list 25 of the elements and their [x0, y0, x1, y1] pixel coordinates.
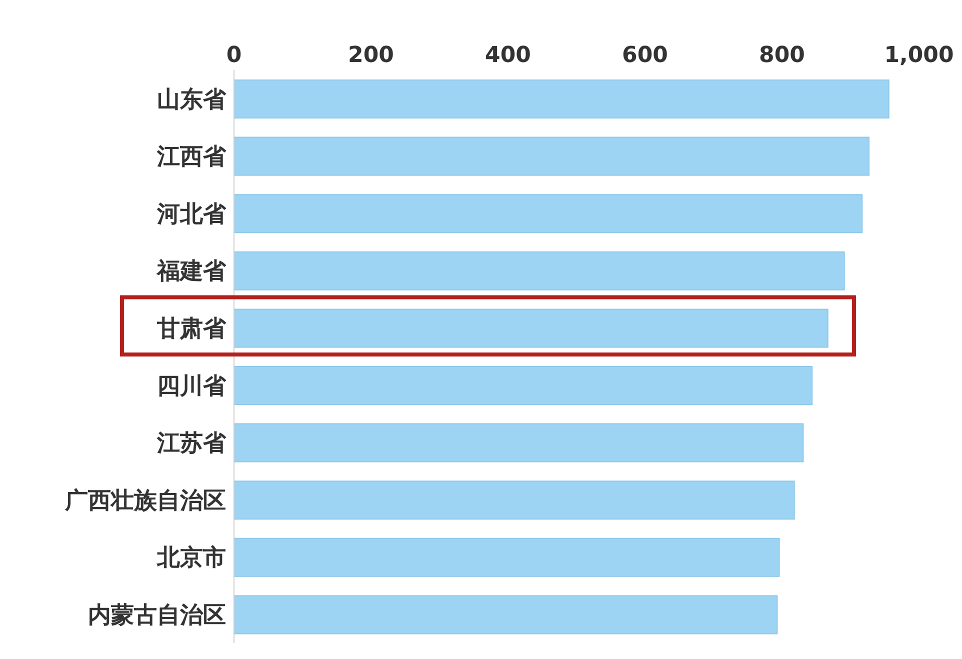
- bar: [234, 423, 804, 462]
- bar: [234, 538, 780, 577]
- bar: [234, 194, 863, 234]
- bar: [234, 595, 778, 634]
- bar: [234, 366, 813, 405]
- bar: [234, 251, 845, 290]
- y-tick-label: 广西壮族自治区: [64, 488, 226, 514]
- y-tick-label: 内蒙古自治区: [88, 602, 226, 629]
- x-tick-label: 800: [759, 43, 805, 68]
- y-tick-label: 北京市: [156, 544, 226, 572]
- y-tick-label: 甘肃省: [156, 316, 227, 342]
- y-tick-label: 福建省: [156, 258, 227, 285]
- bar: [234, 480, 795, 520]
- y-tick-label: 河北省: [156, 201, 227, 228]
- y-tick-label: 山东省: [157, 86, 227, 113]
- y-tick-label: 江西省: [156, 144, 227, 170]
- x-tick-label: 400: [485, 43, 531, 68]
- x-tick-label: 0: [226, 43, 242, 68]
- x-tick-label: 1,000: [884, 43, 954, 68]
- bar: [234, 80, 890, 118]
- x-tick-label: 200: [348, 43, 394, 68]
- y-tick-label: 四川省: [157, 373, 227, 400]
- x-tick-label: 600: [622, 43, 668, 68]
- bar: [234, 136, 870, 176]
- y-tick-label: 江苏省: [156, 430, 227, 457]
